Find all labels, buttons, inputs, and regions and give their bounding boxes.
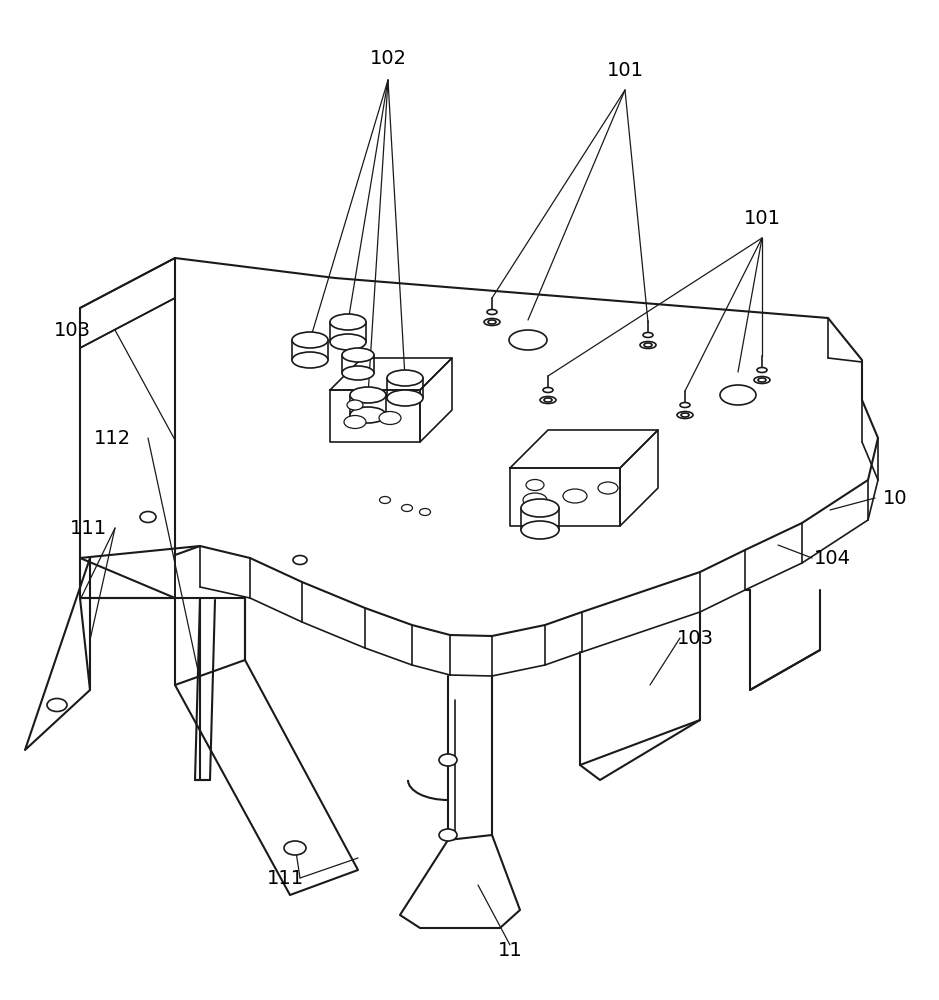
Ellipse shape bbox=[644, 343, 652, 347]
Ellipse shape bbox=[754, 376, 770, 383]
Ellipse shape bbox=[387, 370, 423, 386]
Ellipse shape bbox=[563, 489, 587, 503]
Ellipse shape bbox=[342, 348, 374, 362]
Ellipse shape bbox=[379, 412, 401, 424]
Ellipse shape bbox=[487, 310, 497, 314]
Ellipse shape bbox=[521, 499, 559, 517]
Text: 103: 103 bbox=[676, 629, 714, 648]
Ellipse shape bbox=[292, 332, 328, 348]
Ellipse shape bbox=[643, 332, 653, 338]
Ellipse shape bbox=[140, 512, 156, 522]
Text: 11: 11 bbox=[498, 940, 522, 960]
Ellipse shape bbox=[484, 318, 500, 326]
Ellipse shape bbox=[544, 398, 552, 402]
Ellipse shape bbox=[439, 829, 457, 841]
Ellipse shape bbox=[488, 320, 496, 324]
Text: 10: 10 bbox=[883, 488, 907, 508]
Ellipse shape bbox=[521, 521, 559, 539]
Text: 103: 103 bbox=[54, 320, 90, 340]
Ellipse shape bbox=[330, 314, 366, 330]
Ellipse shape bbox=[758, 378, 766, 382]
Ellipse shape bbox=[757, 367, 767, 372]
Ellipse shape bbox=[342, 366, 374, 380]
Text: 111: 111 bbox=[267, 868, 303, 888]
Ellipse shape bbox=[540, 396, 556, 403]
Ellipse shape bbox=[543, 387, 553, 392]
Ellipse shape bbox=[344, 416, 366, 428]
Text: 104: 104 bbox=[813, 548, 851, 568]
Ellipse shape bbox=[720, 385, 756, 405]
Ellipse shape bbox=[293, 556, 307, 564]
Ellipse shape bbox=[350, 407, 386, 423]
Ellipse shape bbox=[680, 402, 690, 408]
Ellipse shape bbox=[347, 400, 363, 410]
Ellipse shape bbox=[420, 508, 430, 516]
Ellipse shape bbox=[598, 482, 618, 494]
Ellipse shape bbox=[284, 841, 306, 855]
Ellipse shape bbox=[330, 334, 366, 350]
Ellipse shape bbox=[526, 480, 544, 490]
Ellipse shape bbox=[47, 698, 67, 712]
Ellipse shape bbox=[681, 413, 689, 417]
Ellipse shape bbox=[387, 390, 423, 406]
Ellipse shape bbox=[509, 330, 547, 350]
Text: 112: 112 bbox=[94, 428, 131, 448]
Ellipse shape bbox=[292, 352, 328, 368]
Ellipse shape bbox=[402, 504, 412, 512]
Ellipse shape bbox=[523, 493, 547, 507]
Ellipse shape bbox=[439, 754, 457, 766]
Text: 102: 102 bbox=[370, 48, 407, 68]
Text: 101: 101 bbox=[744, 209, 780, 228]
Ellipse shape bbox=[677, 412, 693, 418]
Text: 101: 101 bbox=[607, 60, 643, 80]
Ellipse shape bbox=[379, 496, 391, 504]
Ellipse shape bbox=[350, 387, 386, 403]
Text: 111: 111 bbox=[69, 518, 106, 538]
Ellipse shape bbox=[640, 342, 656, 349]
